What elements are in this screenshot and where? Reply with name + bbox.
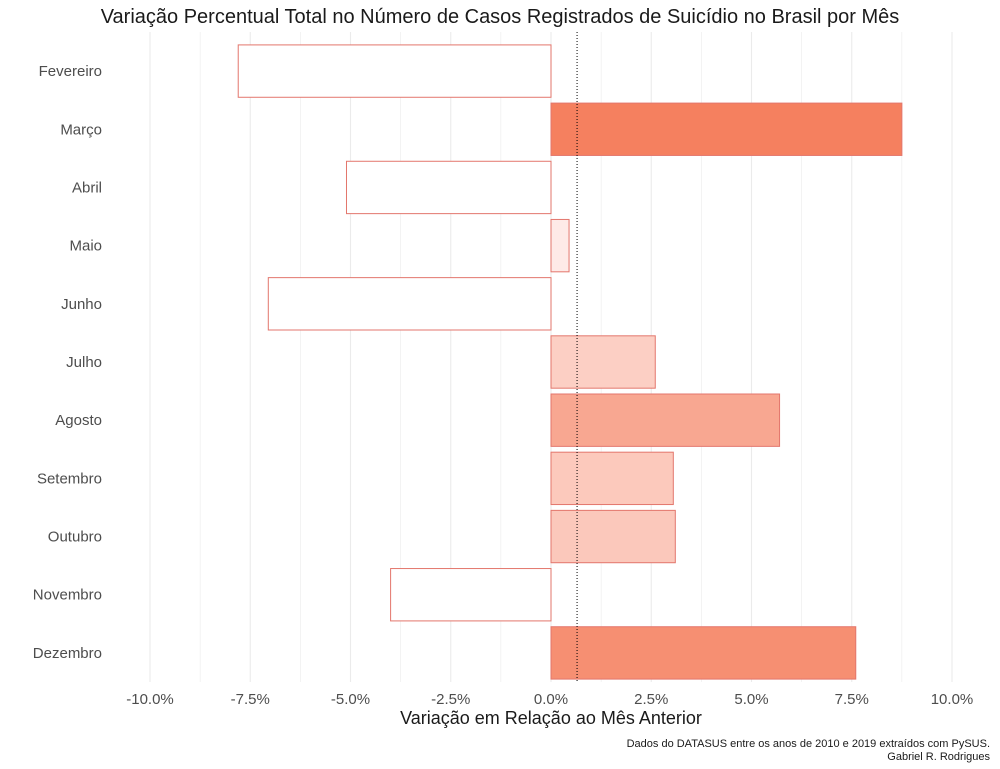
- y-tick-label: Maio: [69, 238, 102, 255]
- x-tick-label: 0.0%: [534, 691, 568, 708]
- y-tick-label: Março: [60, 121, 102, 138]
- y-tick-label: Agosto: [55, 412, 102, 429]
- bar-mar-o: [550, 102, 903, 156]
- bar-setembro: [550, 451, 674, 506]
- y-tick-label: Dezembro: [33, 645, 102, 662]
- x-tick-label: -5.0%: [331, 691, 370, 708]
- x-tick-label: 2.5%: [634, 691, 668, 708]
- bar-dezembro: [550, 626, 857, 680]
- x-tick-label: 10.0%: [931, 691, 974, 708]
- bars-layer: [237, 44, 903, 680]
- chart-title: Variação Percentual Total no Número de C…: [100, 6, 900, 28]
- caption-source: Dados do DATASUS entre os anos de 2010 e…: [626, 738, 990, 750]
- caption-author: Gabriel R. Rodrigues: [887, 751, 990, 763]
- x-axis-title: Variação em Relação ao Mês Anterior: [400, 708, 702, 728]
- bar-agosto: [550, 393, 781, 447]
- y-tick-label: Junho: [61, 296, 102, 313]
- y-tick-label: Fevereiro: [39, 63, 102, 80]
- bar-novembro: [390, 568, 552, 622]
- bar-abril: [345, 160, 552, 215]
- x-tick-label: 5.0%: [734, 691, 768, 708]
- x-tick-label: -7.5%: [231, 691, 270, 708]
- bar-outubro: [550, 509, 676, 564]
- x-tick-label: -2.5%: [431, 691, 470, 708]
- x-axis-labels: -10.0% -7.5% -5.0% -2.5% 0.0% 2.5% 5.0% 7.5% 10.…: [126, 691, 973, 708]
- y-tick-label: Julho: [66, 354, 102, 371]
- x-tick-label: -10.0%: [126, 691, 174, 708]
- y-tick-label: Setembro: [37, 470, 102, 487]
- y-tick-label: Novembro: [33, 587, 102, 604]
- y-tick-label: Abril: [72, 179, 102, 196]
- bar-julho: [550, 335, 656, 389]
- y-tick-label: Outubro: [48, 529, 102, 546]
- y-axis-labels: Fevereiro Março Abril Maio Junho Julho Agosto S…: [33, 63, 102, 662]
- bar-junho: [267, 277, 552, 331]
- bar-fevereiro: [237, 44, 552, 98]
- x-tick-label: 7.5%: [835, 691, 869, 708]
- bar-maio: [550, 218, 570, 273]
